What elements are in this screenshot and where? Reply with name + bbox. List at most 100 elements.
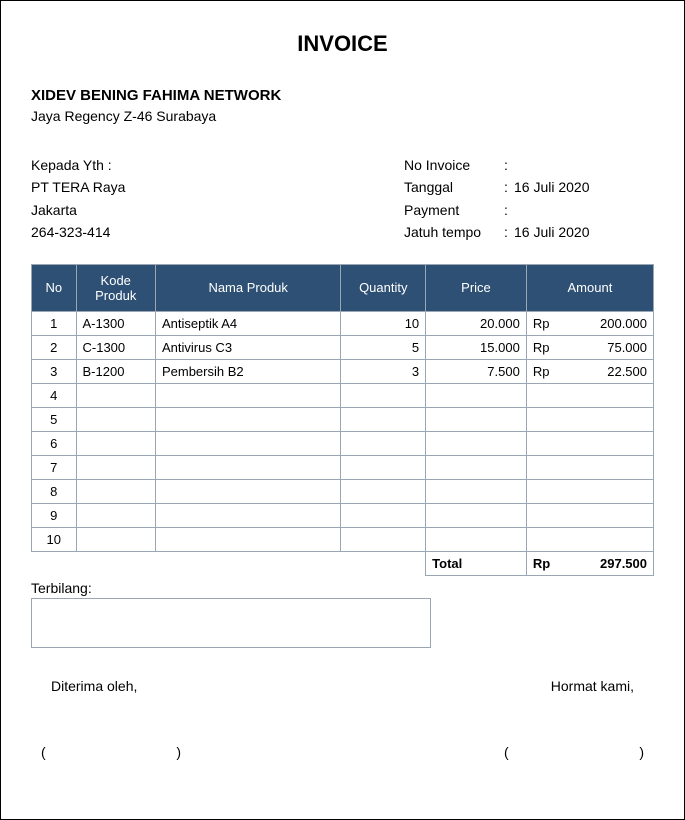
cell-no: 5 — [32, 407, 77, 431]
cell-currency — [526, 503, 558, 527]
cell-amount — [558, 431, 653, 455]
cell-no: 10 — [32, 527, 77, 551]
cell-qty — [341, 407, 426, 431]
th-no: No — [32, 264, 77, 311]
cell-kode — [76, 383, 155, 407]
cell-nama — [155, 407, 340, 431]
cell-currency: Rp — [526, 359, 558, 383]
recipient-phone: 264-323-414 — [31, 221, 125, 243]
items-table: No Kode Produk Nama Produk Quantity Pric… — [31, 264, 654, 576]
cell-no: 8 — [32, 479, 77, 503]
cell-qty — [341, 431, 426, 455]
cell-amount — [558, 503, 653, 527]
cell-price — [426, 455, 527, 479]
cell-kode — [76, 479, 155, 503]
recipient-block: Kepada Yth : PT TERA Raya Jakarta 264-32… — [31, 154, 125, 244]
meta-label: Payment — [404, 199, 504, 221]
cell-price: 7.500 — [426, 359, 527, 383]
paren-open: ( — [504, 744, 509, 760]
meta-label: Tanggal — [404, 176, 504, 198]
invoice-page: INVOICE XIDEV BENING FAHIMA NETWORK Jaya… — [0, 0, 685, 820]
cell-qty — [341, 479, 426, 503]
cell-price — [426, 527, 527, 551]
meta-value — [514, 154, 654, 176]
signature-left-paren: ( ) — [41, 744, 181, 760]
cell-no: 4 — [32, 383, 77, 407]
cell-amount — [558, 479, 653, 503]
cell-nama: Antivirus C3 — [155, 335, 340, 359]
cell-nama — [155, 431, 340, 455]
recipient-city: Jakarta — [31, 199, 125, 221]
cell-currency — [526, 407, 558, 431]
cell-qty: 5 — [341, 335, 426, 359]
company-name: XIDEV BENING FAHIMA NETWORK — [31, 87, 654, 104]
meta-tanggal: Tanggal : 16 Juli 2020 — [404, 176, 654, 198]
paren-close: ) — [176, 744, 181, 760]
table-row: 6 — [32, 431, 654, 455]
cell-nama — [155, 479, 340, 503]
signature-left-label: Diterima oleh, — [51, 678, 137, 694]
signature-right-label: Hormat kami, — [551, 678, 634, 694]
total-label: Total — [426, 551, 527, 575]
cell-currency — [526, 455, 558, 479]
cell-price — [426, 503, 527, 527]
table-row: 9 — [32, 503, 654, 527]
cell-kode — [76, 407, 155, 431]
cell-no: 7 — [32, 455, 77, 479]
meta-colon: : — [504, 154, 514, 176]
cell-nama: Pembersih B2 — [155, 359, 340, 383]
signature-labels: Diterima oleh, Hormat kami, — [31, 678, 654, 694]
th-nama: Nama Produk — [155, 264, 340, 311]
company-address: Jaya Regency Z-46 Surabaya — [31, 108, 654, 124]
table-body: 1A-1300Antiseptik A41020.000Rp200.0002C-… — [32, 311, 654, 575]
cell-nama — [155, 503, 340, 527]
cell-price: 20.000 — [426, 311, 527, 335]
cell-currency — [526, 479, 558, 503]
table-row: 2C-1300Antivirus C3515.000Rp75.000 — [32, 335, 654, 359]
cell-price — [426, 479, 527, 503]
cell-kode — [76, 527, 155, 551]
th-amount: Amount — [526, 264, 653, 311]
meta-value — [514, 199, 654, 221]
th-qty: Quantity — [341, 264, 426, 311]
meta-label: No Invoice — [404, 154, 504, 176]
cell-amount: 22.500 — [558, 359, 653, 383]
cell-currency — [526, 527, 558, 551]
total-value: 297.500 — [558, 551, 653, 575]
cell-nama — [155, 383, 340, 407]
cell-kode: A-1300 — [76, 311, 155, 335]
total-row: TotalRp297.500 — [32, 551, 654, 575]
cell-qty — [341, 503, 426, 527]
meta-value: 16 Juli 2020 — [514, 176, 654, 198]
cell-price — [426, 383, 527, 407]
cell-nama — [155, 455, 340, 479]
signature-right-paren: ( ) — [504, 744, 644, 760]
meta-payment: Payment : — [404, 199, 654, 221]
meta-block: No Invoice : Tanggal : 16 Juli 2020 Paym… — [404, 154, 654, 244]
header-columns: Kepada Yth : PT TERA Raya Jakarta 264-32… — [31, 154, 654, 244]
meta-value: 16 Juli 2020 — [514, 221, 654, 243]
terbilang-box — [31, 598, 431, 648]
cell-no: 1 — [32, 311, 77, 335]
meta-colon: : — [504, 199, 514, 221]
cell-no: 6 — [32, 431, 77, 455]
cell-amount — [558, 455, 653, 479]
cell-currency — [526, 431, 558, 455]
table-row: 10 — [32, 527, 654, 551]
paren-close: ) — [639, 744, 644, 760]
cell-qty — [341, 383, 426, 407]
cell-no: 3 — [32, 359, 77, 383]
terbilang-label: Terbilang: — [31, 580, 92, 596]
cell-qty: 10 — [341, 311, 426, 335]
meta-colon: : — [504, 221, 514, 243]
cell-qty — [341, 455, 426, 479]
table-row: 7 — [32, 455, 654, 479]
th-price: Price — [426, 264, 527, 311]
cell-no: 2 — [32, 335, 77, 359]
cell-kode — [76, 455, 155, 479]
recipient-name: PT TERA Raya — [31, 176, 125, 198]
meta-jatuh-tempo: Jatuh tempo : 16 Juli 2020 — [404, 221, 654, 243]
th-kode: Kode Produk — [76, 264, 155, 311]
cell-amount — [558, 407, 653, 431]
cell-currency — [526, 383, 558, 407]
